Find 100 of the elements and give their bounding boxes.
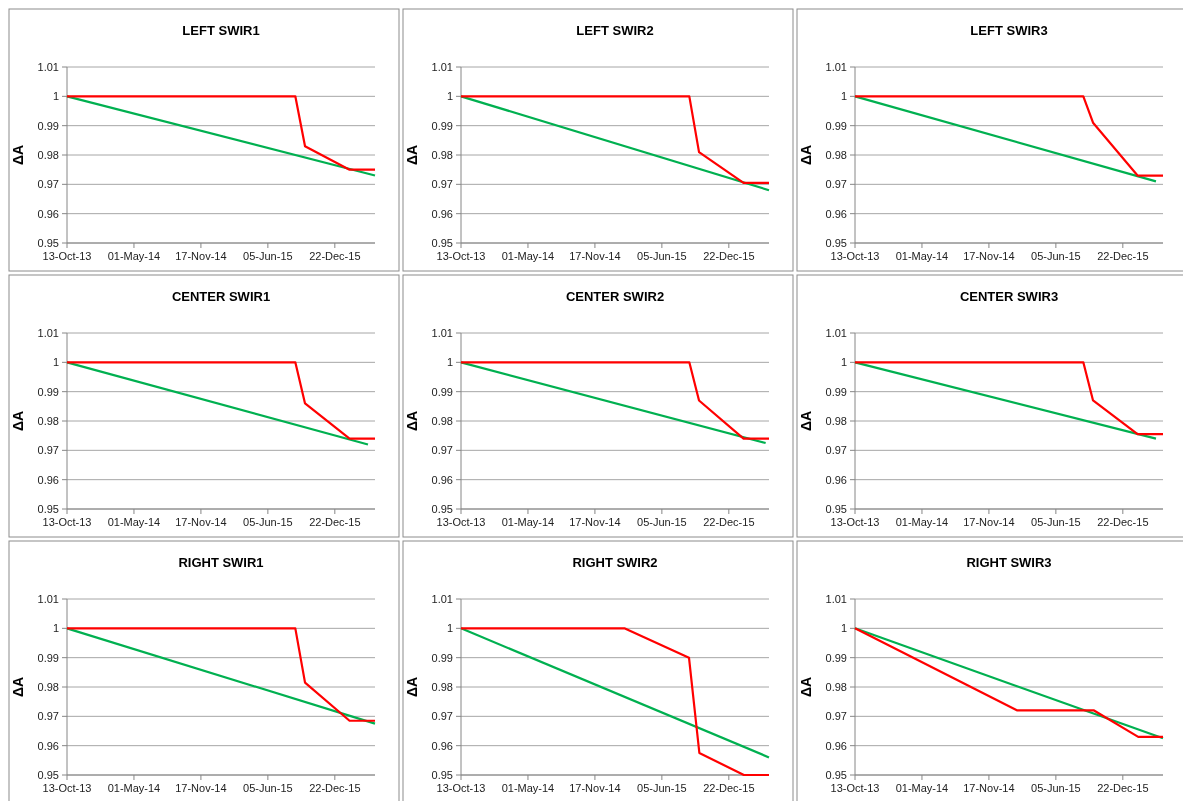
y-tick-label: 1.01 [431,326,453,339]
y-tick-label: 0.98 [431,414,453,427]
x-tick-label: 22-Dec-15 [703,782,755,794]
chart-title: LEFT SWIR3 [970,23,1048,38]
x-tick-label: 22-Dec-15 [1097,516,1149,528]
x-tick-label: 13-Oct-13 [42,516,92,528]
x-tick-label: 05-Jun-15 [1031,516,1081,528]
x-tick-label: 05-Jun-15 [243,516,293,528]
y-tick-label: 0.95 [825,768,847,781]
y-tick-label: 0.96 [431,207,453,220]
x-tick-label: 05-Jun-15 [243,250,293,262]
x-tick-label: 22-Dec-15 [703,516,755,528]
x-tick-label: 01-May-14 [107,782,161,794]
y-tick-label: 1 [52,356,59,369]
y-tick-label: 0.99 [37,385,59,398]
y-axis-title: ΔA [798,676,814,698]
x-tick-label: 05-Jun-15 [1031,250,1081,262]
x-tick-label: 22-Dec-15 [309,516,361,528]
x-tick-label: 17-Nov-14 [175,516,227,528]
x-tick-label: 13-Oct-13 [42,250,92,262]
x-tick-label: 22-Dec-15 [1097,782,1149,794]
x-tick-label: 13-Oct-13 [436,516,486,528]
chart-title: LEFT SWIR2 [576,23,654,38]
y-tick-label: 1.01 [825,592,847,605]
y-tick-label: 1.01 [431,60,453,73]
y-tick-label: 0.99 [37,651,59,664]
y-tick-label: 0.95 [431,768,453,781]
y-tick-label: 0.99 [431,119,453,132]
chart-title: CENTER SWIR3 [959,289,1059,304]
y-tick-label: 0.95 [825,502,847,515]
y-tick-label: 0.99 [825,119,847,132]
y-tick-label: 0.96 [825,739,847,752]
y-tick-label: 0.98 [431,148,453,161]
y-axis-title: ΔA [404,410,420,432]
y-tick-label: 0.97 [431,710,453,723]
y-tick-label: 0.97 [825,444,847,457]
y-axis-title: ΔA [798,144,814,166]
y-tick-label: 0.97 [37,444,59,457]
x-tick-label: 13-Oct-13 [436,782,486,794]
x-tick-label: 17-Nov-14 [175,782,227,794]
y-tick-label: 1 [446,622,453,635]
x-tick-label: 01-May-14 [501,250,555,262]
y-tick-label: 0.98 [431,680,453,693]
y-tick-label: 1.01 [37,592,59,605]
y-tick-label: 0.98 [825,414,847,427]
y-tick-label: 0.96 [825,473,847,486]
y-tick-label: 0.99 [431,385,453,398]
y-tick-label: 0.97 [431,444,453,457]
y-tick-label: 0.99 [825,385,847,398]
chart-title: LEFT SWIR1 [182,23,260,38]
y-axis-title: ΔA [10,676,26,698]
x-tick-label: 22-Dec-15 [703,250,755,262]
x-tick-label: 17-Nov-14 [963,250,1015,262]
y-axis-title: ΔA [404,144,420,166]
y-tick-label: 0.95 [431,236,453,249]
x-tick-label: 17-Nov-14 [569,782,621,794]
y-tick-label: 0.96 [825,207,847,220]
y-tick-label: 0.97 [37,178,59,191]
x-tick-label: 17-Nov-14 [963,782,1015,794]
x-tick-label: 17-Nov-14 [569,250,621,262]
y-tick-label: 0.98 [37,414,59,427]
y-tick-label: 0.99 [431,651,453,664]
y-tick-label: 0.96 [37,473,59,486]
y-tick-label: 1.01 [825,326,847,339]
y-axis-title: ΔA [798,410,814,432]
x-tick-label: 05-Jun-15 [243,782,293,794]
x-tick-label: 17-Nov-14 [175,250,227,262]
x-tick-label: 13-Oct-13 [830,250,880,262]
x-tick-label: 05-Jun-15 [637,782,687,794]
x-tick-label: 01-May-14 [895,250,949,262]
y-tick-label: 0.95 [37,236,59,249]
y-tick-label: 0.97 [825,178,847,191]
y-tick-label: 0.99 [37,119,59,132]
x-tick-label: 22-Dec-15 [1097,250,1149,262]
chart-title: RIGHT SWIR3 [966,555,1052,570]
x-tick-label: 01-May-14 [501,516,555,528]
x-tick-label: 13-Oct-13 [830,782,880,794]
x-tick-label: 01-May-14 [107,516,161,528]
x-tick-label: 01-May-14 [501,782,555,794]
x-tick-label: 13-Oct-13 [436,250,486,262]
chart-title: RIGHT SWIR1 [178,555,264,570]
y-tick-label: 0.98 [37,148,59,161]
x-tick-label: 01-May-14 [895,516,949,528]
y-tick-label: 1.01 [431,592,453,605]
y-tick-label: 1.01 [825,60,847,73]
x-tick-label: 13-Oct-13 [42,782,92,794]
y-tick-label: 0.97 [37,710,59,723]
y-tick-label: 0.96 [37,739,59,752]
x-tick-label: 22-Dec-15 [309,782,361,794]
y-tick-label: 0.98 [37,680,59,693]
y-tick-label: 1 [446,90,453,103]
y-tick-label: 1 [52,622,59,635]
y-tick-label: 1 [840,622,847,635]
y-tick-label: 0.97 [825,710,847,723]
y-tick-label: 1.01 [37,326,59,339]
y-tick-label: 1.01 [37,60,59,73]
x-tick-label: 05-Jun-15 [637,250,687,262]
x-tick-label: 22-Dec-15 [309,250,361,262]
y-axis-title: ΔA [404,676,420,698]
y-tick-label: 1 [52,90,59,103]
